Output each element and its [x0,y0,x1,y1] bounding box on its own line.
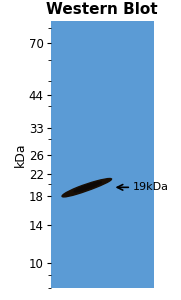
Text: Western Blot: Western Blot [47,2,158,16]
Ellipse shape [74,182,101,192]
Y-axis label: kDa: kDa [14,142,27,167]
Text: 19kDa: 19kDa [133,182,169,192]
Ellipse shape [62,178,111,197]
